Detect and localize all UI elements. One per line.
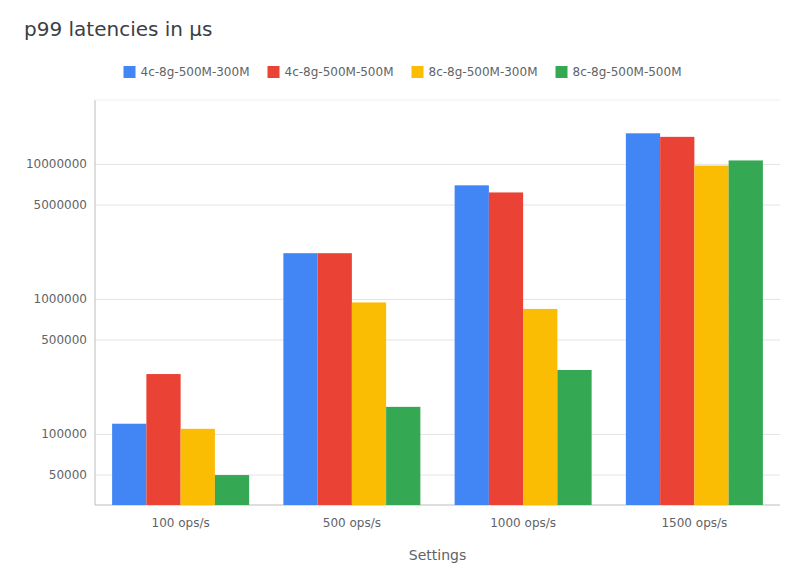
bar [146, 374, 180, 505]
bars [112, 133, 763, 505]
y-tick-label: 1000000 [34, 292, 87, 306]
bar [626, 133, 660, 505]
bar [112, 424, 146, 505]
bar [215, 475, 249, 505]
legend-label: 4c-8g-500M-500M [285, 65, 394, 79]
x-tick-label: 500 ops/s [323, 516, 381, 530]
x-tick-label: 1000 ops/s [490, 516, 556, 530]
x-tick-label: 1500 ops/s [661, 516, 727, 530]
bar [283, 253, 317, 505]
y-tick-label: 100000 [41, 427, 87, 441]
legend-item: 4c-8g-500M-300M [124, 65, 250, 79]
x-tick-label: 100 ops/s [152, 516, 210, 530]
legend-swatch [124, 66, 136, 78]
bar [318, 253, 352, 505]
legend-item: 8c-8g-500M-500M [556, 65, 682, 79]
y-tick-label: 10000000 [26, 157, 87, 171]
legend-swatch [556, 66, 568, 78]
bar [523, 309, 557, 505]
title: p99 latencies in μs [24, 17, 213, 41]
bar [660, 137, 694, 505]
bar [181, 429, 215, 505]
legend-item: 4c-8g-500M-500M [268, 65, 394, 79]
y-tick-label: 5000000 [34, 198, 87, 212]
y-tick-label: 50000 [49, 468, 87, 482]
bar [352, 302, 386, 505]
bar [386, 407, 420, 505]
bar [489, 192, 523, 505]
legend: 4c-8g-500M-300M 4c-8g-500M-500M 8c-8g-500M… [124, 65, 682, 79]
bar [694, 166, 728, 505]
legend-label: 4c-8g-500M-300M [141, 65, 250, 79]
bar [729, 160, 763, 505]
plot-top-edge [95, 100, 780, 101]
x-axis-label: Settings [409, 547, 466, 563]
y-tick-label: 500000 [41, 333, 87, 347]
legend-label: 8c-8g-500M-500M [573, 65, 682, 79]
legend-swatch [268, 66, 280, 78]
bar [455, 185, 489, 505]
legend-swatch [412, 66, 424, 78]
legend-label: 8c-8g-500M-300M [429, 65, 538, 79]
bar [557, 370, 591, 505]
page: {"chart_data": {"type": "bar", "title": … [0, 0, 805, 585]
chart: p99 latencies in μs 50000 100000 500000 1000… [0, 0, 805, 585]
legend-item: 8c-8g-500M-300M [412, 65, 538, 79]
y-axis-line [95, 100, 96, 505]
